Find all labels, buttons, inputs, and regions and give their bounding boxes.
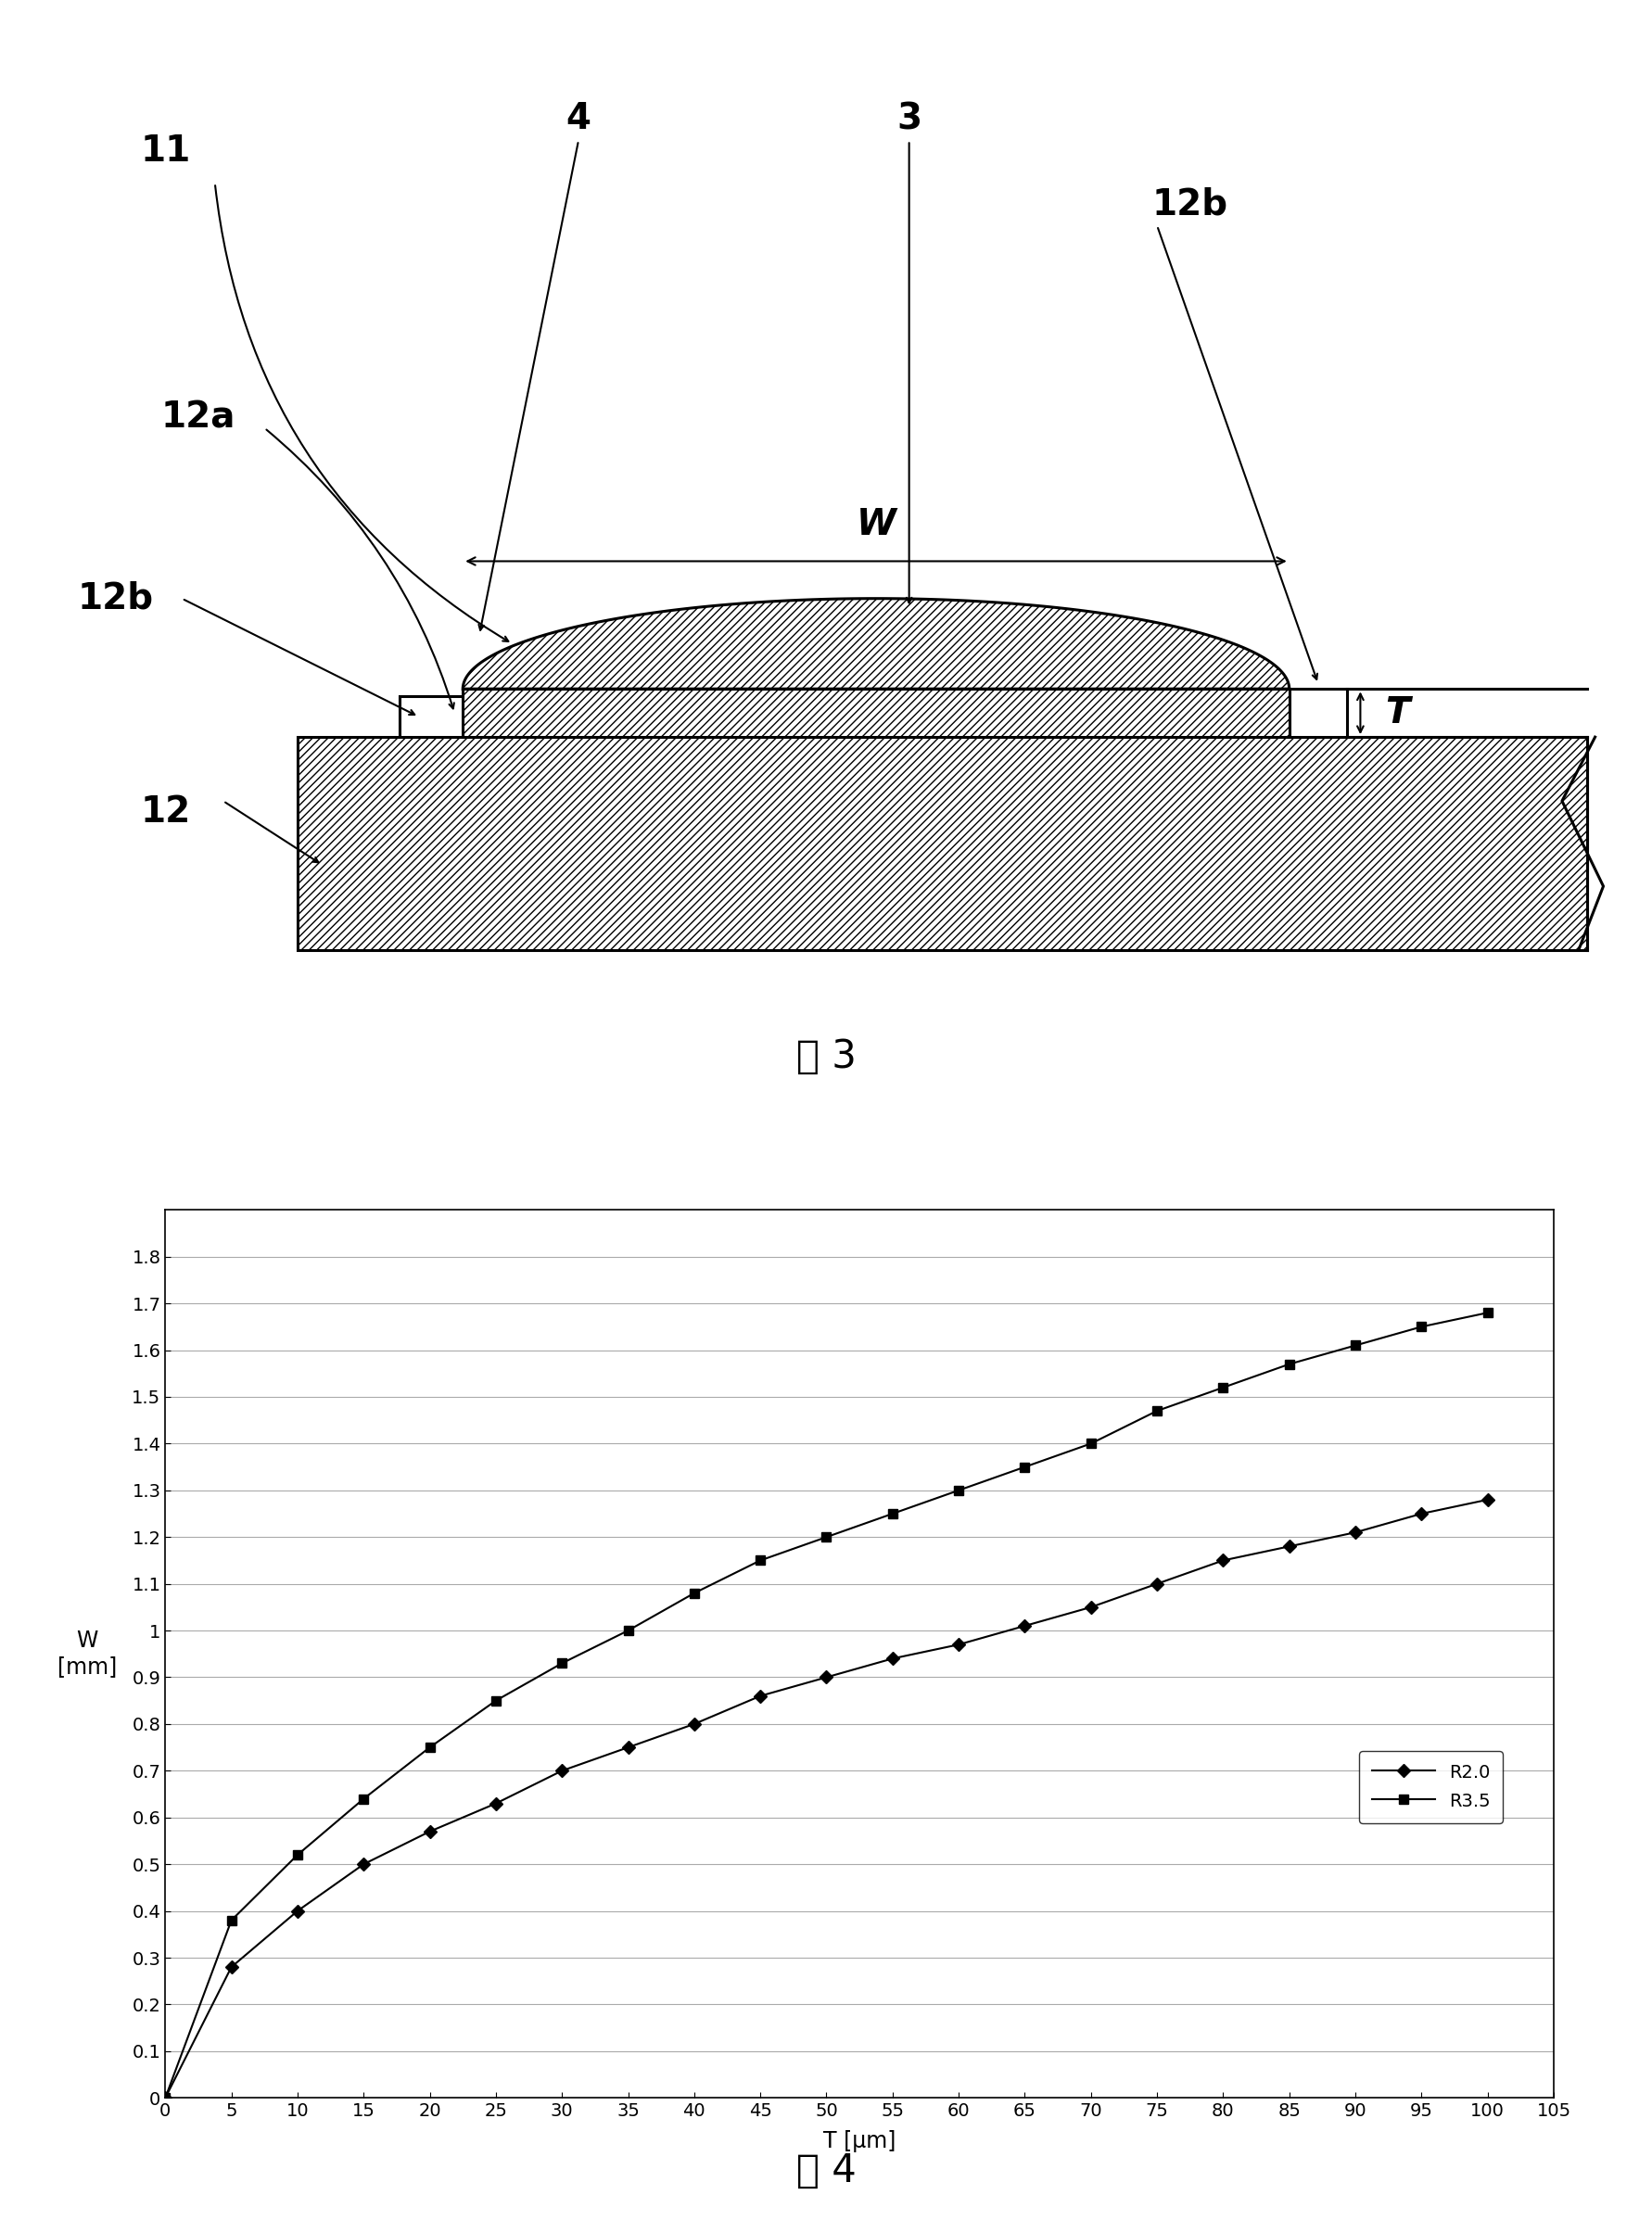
Bar (463, 688, 1289, 737)
R3.5 (750, 1547, 770, 1574)
R3.5 (221, 1907, 241, 1934)
R3.5 (1146, 1399, 1166, 1425)
R2.0 (750, 1683, 770, 1709)
X-axis label: T [μm]: T [μm] (823, 2131, 895, 2153)
R3.5 (1411, 1314, 1431, 1341)
Bar (297, 737, 1586, 950)
R3.5 (1345, 1332, 1365, 1359)
R2.0 (948, 1632, 968, 1658)
Text: 12: 12 (140, 795, 190, 830)
R2.0 (1411, 1501, 1431, 1527)
R2.0 (1014, 1612, 1034, 1638)
Line: R3.5: R3.5 (160, 1308, 1492, 2102)
Text: 3: 3 (895, 102, 922, 138)
R2.0 (1213, 1547, 1232, 1574)
Text: 11: 11 (140, 133, 190, 169)
R2.0 (420, 1818, 439, 1845)
R3.5 (354, 1785, 373, 1812)
R3.5 (486, 1687, 506, 1714)
R2.0 (354, 1851, 373, 1878)
R3.5 (420, 1734, 439, 1760)
R2.0 (1080, 1594, 1100, 1621)
R3.5 (882, 1501, 902, 1527)
R3.5 (155, 2085, 175, 2111)
R2.0 (816, 1665, 836, 1692)
Text: 12a: 12a (160, 400, 236, 435)
Bar (1289, 688, 1346, 737)
R2.0 (155, 2085, 175, 2111)
R2.0 (882, 1645, 902, 1672)
R3.5 (1477, 1299, 1497, 1325)
R2.0 (486, 1789, 506, 1816)
R3.5 (684, 1581, 704, 1607)
R3.5 (948, 1476, 968, 1503)
R2.0 (1477, 1487, 1497, 1514)
Y-axis label: W
[mm]: W [mm] (58, 1629, 117, 1678)
R3.5 (1213, 1374, 1232, 1401)
R2.0 (1345, 1518, 1365, 1545)
R3.5 (552, 1649, 572, 1676)
Text: 12b: 12b (1151, 186, 1227, 222)
Text: 12b: 12b (78, 582, 154, 617)
R2.0 (618, 1734, 638, 1760)
R2.0 (221, 1954, 241, 1980)
R3.5 (287, 1843, 307, 1869)
R3.5 (1080, 1430, 1100, 1456)
Polygon shape (463, 599, 1289, 688)
Text: W: W (856, 506, 895, 542)
R3.5 (618, 1616, 638, 1643)
R3.5 (816, 1523, 836, 1550)
R2.0 (1279, 1534, 1298, 1561)
R2.0 (684, 1712, 704, 1738)
Line: R2.0: R2.0 (160, 1494, 1492, 2102)
Legend: R2.0, R3.5: R2.0, R3.5 (1358, 1752, 1502, 1823)
Text: 图 3: 图 3 (796, 1037, 856, 1077)
R3.5 (1279, 1350, 1298, 1376)
R2.0 (1146, 1570, 1166, 1596)
R2.0 (287, 1898, 307, 1925)
R3.5 (1014, 1454, 1034, 1481)
R2.0 (552, 1758, 572, 1785)
Bar (400, 697, 463, 737)
Text: T: T (1384, 695, 1409, 730)
Text: 图 4: 图 4 (796, 2151, 856, 2191)
Text: 4: 4 (565, 102, 591, 138)
